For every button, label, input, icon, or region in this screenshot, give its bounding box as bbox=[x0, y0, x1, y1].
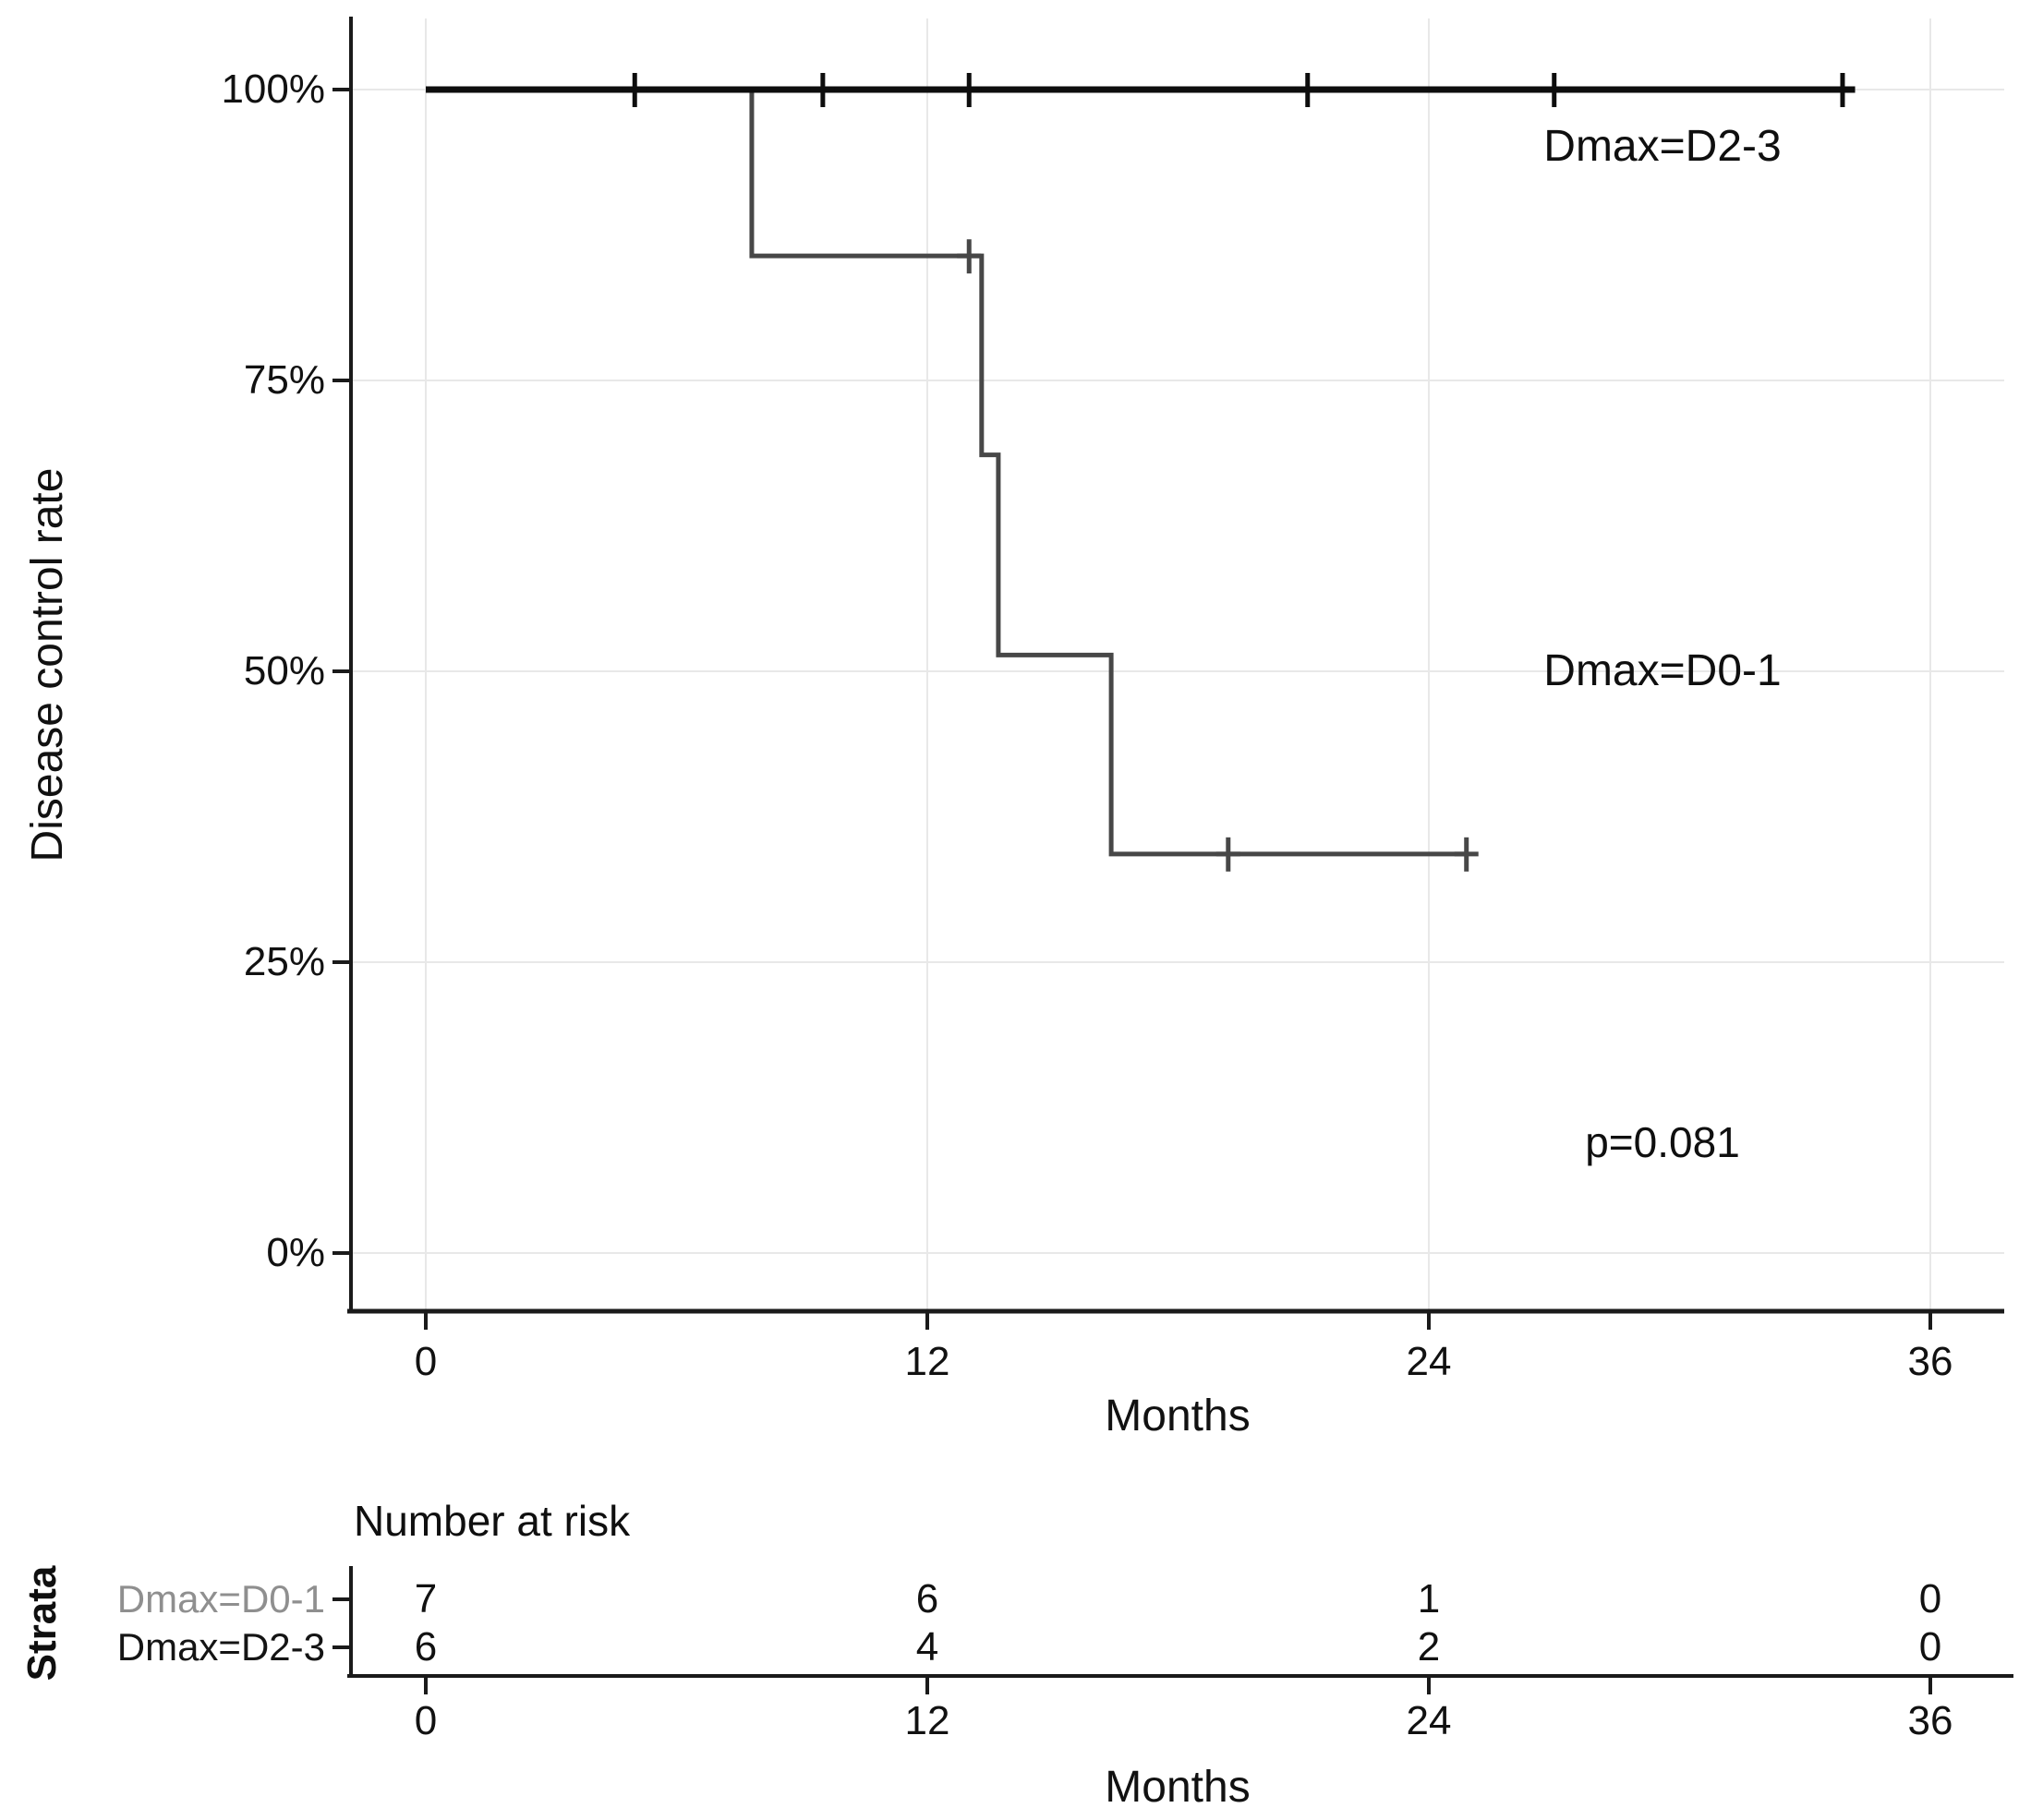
risk-x-tick-label-12: 12 bbox=[904, 1698, 950, 1743]
annotation-p-value: p=0.081 bbox=[1585, 1118, 1740, 1166]
risk-value-row0-col3: 0 bbox=[1918, 1576, 1942, 1621]
x-axis-title-table: Months bbox=[1105, 1763, 1251, 1812]
x-tick-label-12: 12 bbox=[904, 1339, 950, 1384]
risk-value-row1-col0: 6 bbox=[414, 1624, 438, 1669]
x-tick-label-36: 36 bbox=[1907, 1339, 1953, 1384]
x-tick-label-24: 24 bbox=[1406, 1339, 1452, 1384]
risk-x-tick-label-24: 24 bbox=[1406, 1698, 1452, 1743]
y-tick-label-0%: 0% bbox=[266, 1230, 325, 1275]
annotation-dmax-d2-3: Dmax=D2-3 bbox=[1543, 122, 1782, 171]
y-tick-label-75%: 75% bbox=[243, 357, 325, 403]
risk-row-label-dmax-d0-1: Dmax=D0-1 bbox=[116, 1577, 325, 1621]
risk-row-label-dmax-d2-3: Dmax=D2-3 bbox=[116, 1625, 325, 1669]
annotation-dmax-d0-1: Dmax=D0-1 bbox=[1543, 646, 1782, 695]
y-tick-label-100%: 100% bbox=[221, 66, 325, 112]
strata-axis-title: Strata bbox=[19, 1565, 65, 1681]
risk-value-row1-col3: 0 bbox=[1918, 1624, 1942, 1669]
x-tick-label-0: 0 bbox=[414, 1339, 438, 1384]
risk-value-row0-col2: 1 bbox=[1417, 1576, 1441, 1621]
risk-value-row0-col1: 6 bbox=[915, 1576, 939, 1621]
x-axis-title-main: Months bbox=[1105, 1392, 1251, 1440]
y-axis-title: Disease control rate bbox=[23, 467, 72, 862]
km-curve-dmax-d0-1 bbox=[426, 87, 1467, 857]
y-tick-label-50%: 50% bbox=[243, 648, 325, 693]
risk-x-tick-label-36: 36 bbox=[1907, 1698, 1953, 1743]
risk-x-tick-label-0: 0 bbox=[414, 1698, 438, 1743]
y-tick-label-25%: 25% bbox=[243, 939, 325, 984]
risk-table-title: Number at risk bbox=[354, 1497, 631, 1545]
risk-value-row0-col0: 7 bbox=[414, 1576, 438, 1621]
risk-value-row1-col1: 4 bbox=[915, 1624, 939, 1669]
risk-value-row1-col2: 2 bbox=[1417, 1624, 1441, 1669]
